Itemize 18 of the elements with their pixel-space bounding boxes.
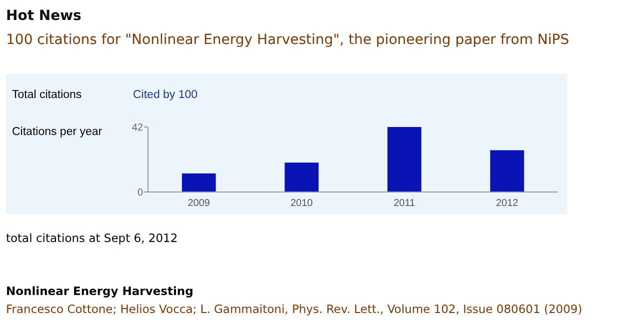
- chart-subtitle: 100 citations for "Nonlinear Energy Harvesting", the pioneering paper from NiPS: [6, 32, 570, 48]
- bar: [387, 127, 422, 192]
- bar: [490, 150, 524, 192]
- chart-title: Hot News: [6, 8, 82, 24]
- text: Nonlinear Energy Harvesting: [6, 284, 194, 298]
- bar: [284, 162, 319, 192]
- y-tick-label: 42: [132, 122, 144, 134]
- bar: [182, 173, 216, 192]
- y-tick-label: 0: [137, 188, 144, 198]
- text: Cited by 100: [133, 89, 198, 101]
- text: Francesco Cottone; Helios Vocca; L. Gammaitoni, Phys. Rev. Lett., Volume 102, Issue 080601 (2009): [6, 302, 582, 316]
- text: Total citations: [12, 89, 82, 101]
- x-tick-label: 2012: [496, 198, 519, 209]
- text: total citations at Sept 6, 2012: [6, 231, 178, 245]
- y-axis-title: Citations per year: [12, 126, 102, 138]
- x-tick-label: 2011: [394, 198, 416, 209]
- x-tick-label: 2009: [188, 198, 210, 209]
- x-tick-label: 2010: [290, 198, 314, 209]
